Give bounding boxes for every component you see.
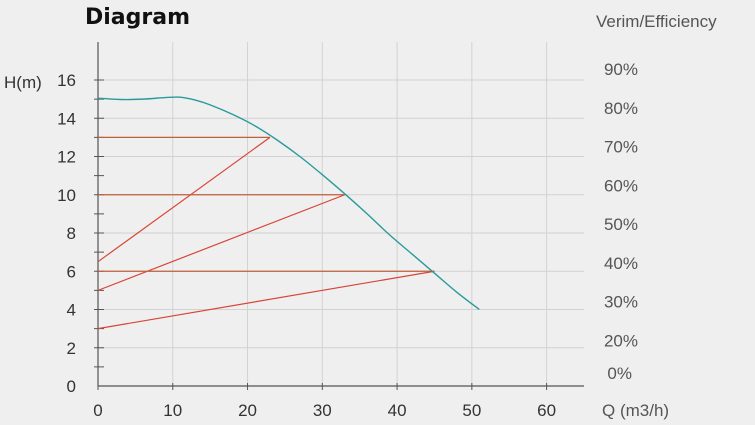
operating-line [97, 270, 435, 330]
grid [98, 42, 584, 386]
y2-tick-label: 60% [604, 176, 638, 195]
x-axis-label: Q (m3/h) [602, 401, 669, 420]
x-tick-label: 40 [388, 401, 407, 420]
y-tick-label: 10 [57, 186, 76, 205]
x-tick-label: 20 [238, 401, 257, 420]
tick-labels: 0 10 20 30 40 50 60 0 2 4 6 8 10 12 14 16 0% 20% 30% 40% 50%… [57, 60, 638, 420]
y-tick-label: 8 [67, 224, 76, 243]
y2-tick-label: 20% [604, 331, 638, 350]
y-tick-label: 4 [67, 301, 76, 320]
y2-tick-label: 80% [604, 99, 638, 118]
y2-tick-label: 0% [607, 364, 632, 383]
y2-tick-label: 30% [604, 293, 638, 312]
x-tick-label: 50 [462, 401, 481, 420]
y-tick-label: 16 [57, 71, 76, 90]
chart-title: Diagram [85, 5, 190, 30]
x-tick-label: 0 [93, 401, 102, 420]
y-tick-label: 12 [57, 148, 76, 167]
y2-axis-label: Verim/Efficiency [596, 12, 717, 31]
operating-line [97, 136, 271, 263]
y2-tick-label: 40% [604, 254, 638, 273]
y-tick-label: 0 [67, 377, 76, 396]
pump-curve [97, 96, 480, 311]
axes [94, 42, 584, 390]
operating-line [97, 194, 345, 291]
y2-tick-label: 50% [604, 215, 638, 234]
y-tick-label: 2 [67, 339, 76, 358]
y-axis-label: H(m) [4, 73, 42, 92]
y-tick-label: 6 [67, 262, 76, 281]
x-tick-label: 30 [313, 401, 332, 420]
x-tick-label: 60 [537, 401, 556, 420]
y-tick-label: 14 [57, 109, 76, 128]
x-tick-label: 10 [163, 401, 182, 420]
y2-tick-label: 70% [604, 138, 638, 157]
series-layer [97, 96, 480, 330]
y2-tick-label: 90% [604, 60, 638, 79]
